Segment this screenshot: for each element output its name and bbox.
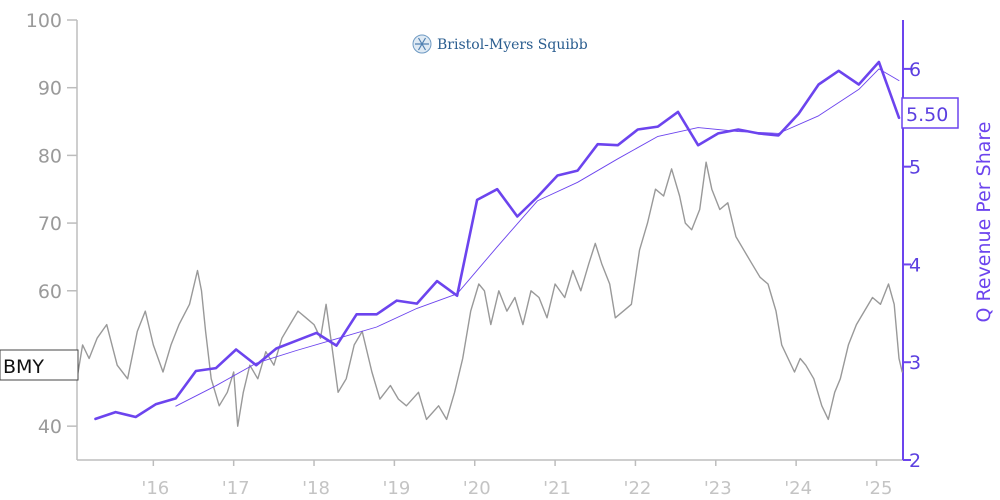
left-tick-label: 100 [26,10,62,32]
left-axis-ticks: 40 60 70 80 90 100 [26,10,77,438]
revenue-series-line [94,60,901,421]
ticker-badge: BMY [0,349,79,381]
logo-icon [412,34,432,54]
right-tick-label: 3 [909,352,921,374]
last-value-badge: 5.50 [901,97,959,129]
ticker-label: BMY [3,356,44,378]
right-axis-ticks: 2 3 4 5 6 [903,59,921,472]
logo: Bristol-Myers Squibb [412,34,588,54]
left-tick-label: 40 [38,416,62,438]
x-tick-label: '25 [865,478,893,499]
logo-text: Bristol-Myers Squibb [437,37,588,53]
right-tick-label: 5 [909,157,921,179]
left-tick-label: 60 [38,281,62,303]
left-tick-label: 90 [38,78,62,100]
right-tick-label: 6 [909,59,921,81]
x-tick-label: '22 [624,478,652,499]
x-tick-label: '17 [222,478,250,499]
x-tick-label: '24 [784,478,812,499]
revenue-average-line [175,68,900,407]
right-tick-label: 4 [909,254,921,276]
x-tick-label: '23 [704,478,732,499]
x-tick-label: '21 [543,478,571,499]
last-value-label: 5.50 [906,104,948,126]
right-axis-label: Q Revenue Per Share [973,122,995,323]
left-tick-label: 80 [38,145,62,167]
right-tick-label: 2 [909,450,921,472]
x-tick-label: '20 [463,478,491,499]
series-layer [76,60,903,427]
x-tick-label: '16 [141,478,169,499]
x-axis-ticks: '16 '17 '18 '19 '20 '21 '22 '23 '24 '25 [141,460,892,499]
left-tick-label: 70 [38,213,62,235]
x-tick-label: '19 [382,478,410,499]
x-tick-label: '18 [302,478,330,499]
price-series-line [76,161,903,427]
